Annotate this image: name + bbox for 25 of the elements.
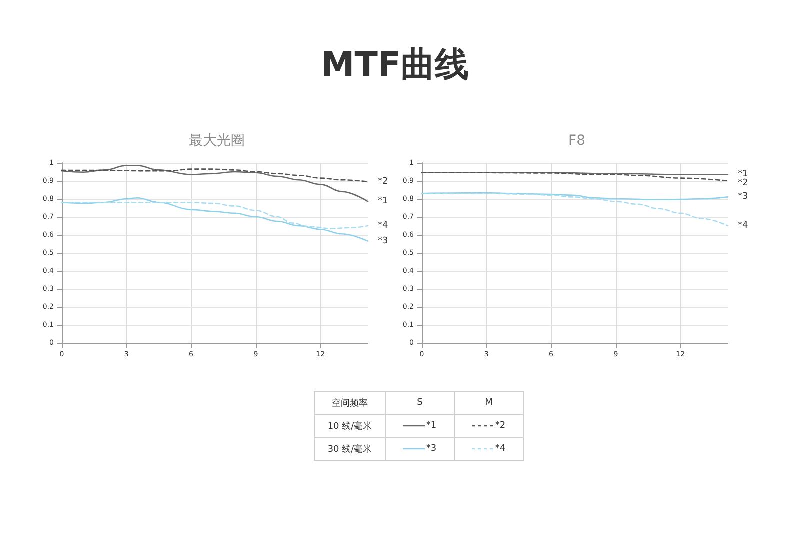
line-series <box>421 172 729 182</box>
series-label: *3 <box>378 236 388 246</box>
line-series <box>61 202 369 230</box>
text: *4 <box>495 444 506 454</box>
series-label: *1 <box>738 170 748 180</box>
chart-title: 最大光圈 <box>189 133 245 149</box>
series-label: *4 <box>378 221 388 231</box>
text: 空间频率 <box>314 392 386 414</box>
series-label: *2 <box>378 176 388 187</box>
series-label: *3 <box>738 192 748 202</box>
text: 30 线/毫米 <box>314 438 386 460</box>
text: *3 <box>426 444 437 454</box>
text: MTF曲线 <box>320 44 470 87</box>
chart-title: F8 <box>568 133 586 149</box>
text: M <box>454 392 524 414</box>
text: 10 线/毫米 <box>314 414 386 438</box>
line-series <box>421 192 729 227</box>
text: S <box>386 392 454 414</box>
series-label: *1 <box>378 196 388 207</box>
series-label: *4 <box>738 221 748 231</box>
line-series <box>61 168 369 183</box>
line-series <box>61 165 369 202</box>
series-label: *2 <box>738 178 748 189</box>
text: *2 <box>495 421 506 431</box>
text: *1 <box>426 421 437 431</box>
